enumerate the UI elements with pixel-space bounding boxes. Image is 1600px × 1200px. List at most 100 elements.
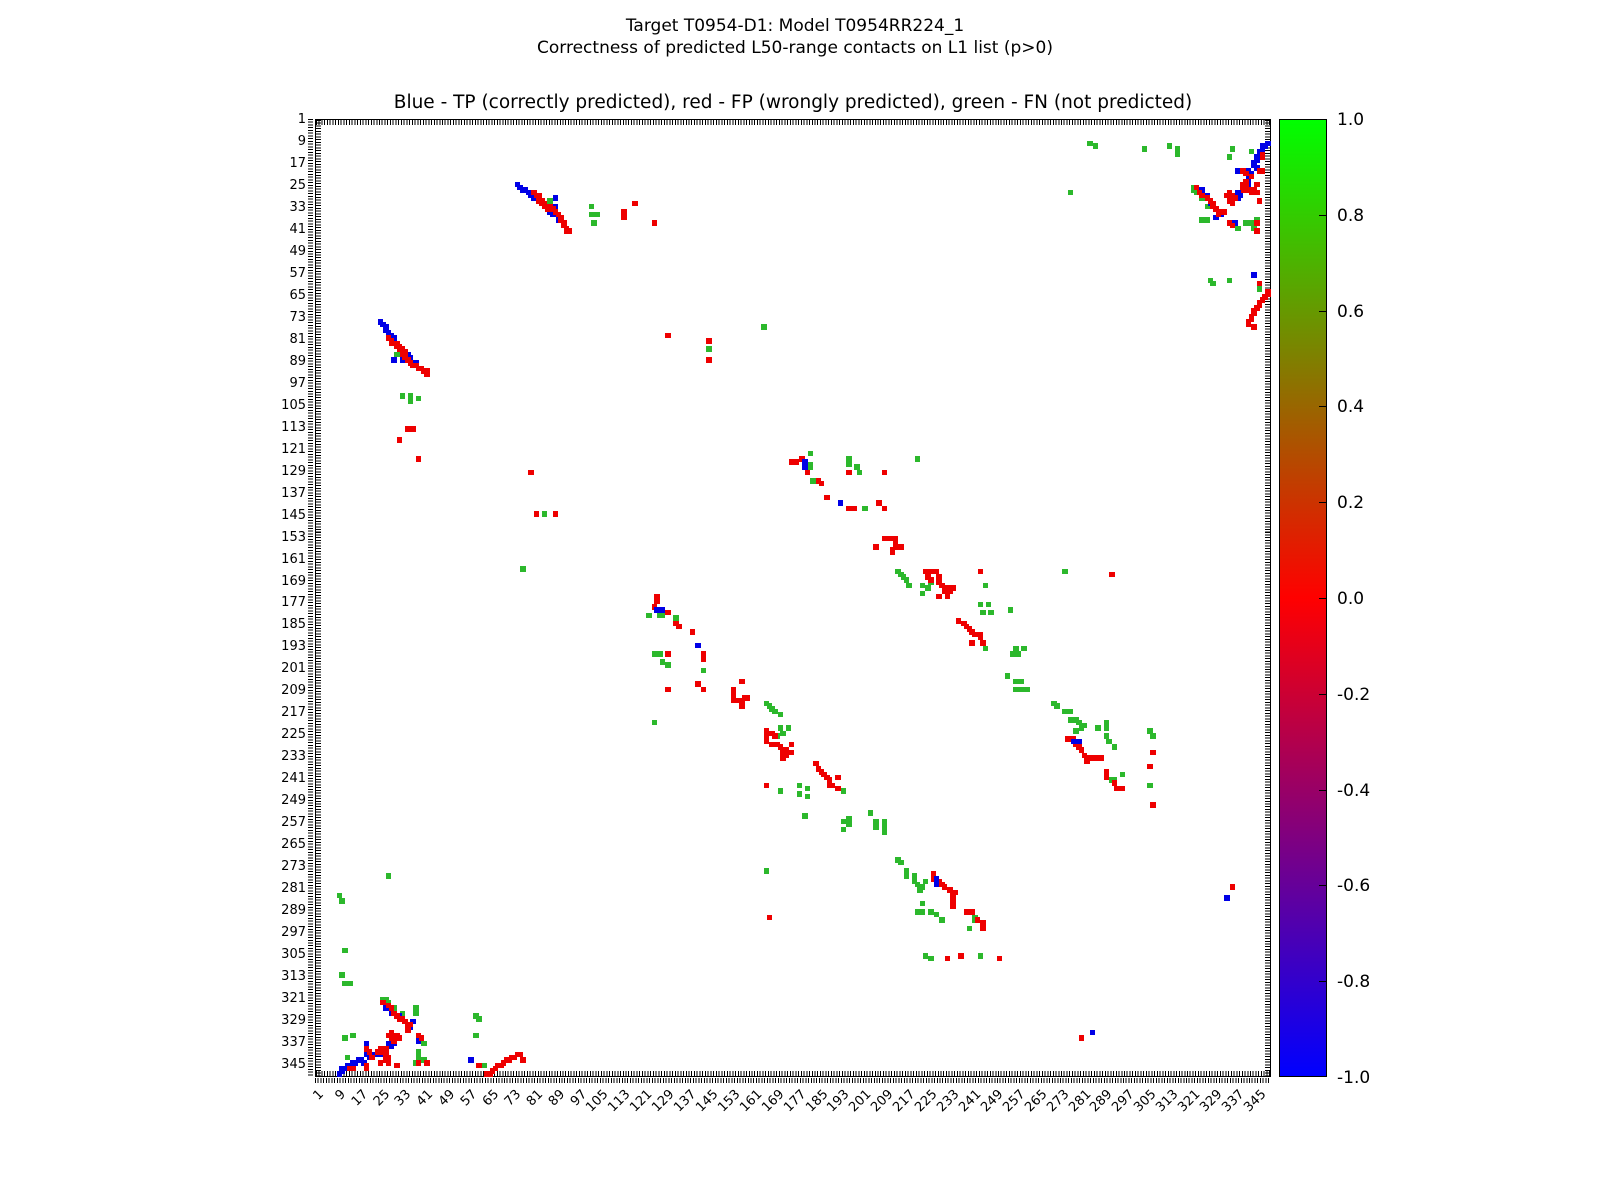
contact-point [418,1035,425,1041]
contact-point [506,1057,512,1063]
y-tick-label: 1 [297,112,306,128]
contact-point [955,618,962,624]
contact-point [1073,728,1079,734]
contact-point [665,609,671,616]
contact-point [1098,755,1104,761]
contact-point [520,566,526,572]
y-tick-label: 145 [281,507,306,523]
contact-point [1010,651,1016,657]
contact-point [810,478,816,484]
contact-point [1018,686,1025,693]
contact-point [766,914,773,921]
contact-point [700,651,707,657]
contact-point [1150,733,1156,739]
contact-point [1095,725,1101,731]
contact-point [1229,146,1236,152]
contact-point [881,824,888,830]
contact-point [730,686,737,693]
contact-point [1065,736,1071,742]
contact-point [1103,725,1110,731]
contact-point [536,192,542,199]
y-tick-label: 233 [281,749,306,765]
contact-point [777,788,784,794]
figure-title-line1: Target T0954-D1: Model T0954RR224_1 [625,16,965,36]
contact-point [1013,678,1019,685]
contact-point [840,818,847,825]
contact-point [1204,217,1211,223]
contact-point [1232,220,1238,226]
contact-point [363,1065,370,1072]
contact-point [919,900,926,907]
contact-point [424,371,430,377]
y-tick-label: 297 [281,924,306,940]
contact-point [476,1016,482,1022]
contact-point [415,1060,422,1066]
contact-point [898,859,904,866]
contact-point [1147,763,1153,770]
contact-point [796,782,803,789]
contact-point [802,464,808,470]
contact-point [846,461,852,468]
contact-point [706,357,712,363]
contact-point [1147,782,1153,789]
y-tick-label: 73 [289,310,306,325]
contact-point [1150,749,1156,756]
contact-point [520,1057,526,1063]
contact-point [980,640,986,646]
contact-point [566,228,573,234]
contact-point [657,651,663,657]
contact-point [528,469,534,476]
contact-point [391,357,397,363]
contact-point [963,909,970,915]
contact-point [873,818,879,825]
contact-point [982,645,989,652]
contact-point [396,1035,403,1041]
contact-point [1243,220,1249,226]
colorbar-tick [1319,310,1326,312]
y-tick-label: 329 [281,1012,306,1028]
contact-point [744,695,751,701]
contact-point [468,1057,474,1063]
y-tick-label: 49 [289,244,306,260]
contact-point [1067,708,1074,715]
contact-point [939,582,945,589]
contact-point [391,1038,397,1044]
contact-point [763,728,770,734]
contact-point [851,505,857,512]
contact-point [415,395,422,402]
colorbar-tick-label: 0.4 [1337,397,1365,418]
contact-point [415,1049,422,1055]
contact-point [1224,192,1230,199]
contact-point [1092,143,1099,149]
y-tick-label: 345 [281,1056,306,1072]
contact-point [903,577,910,583]
contact-point [777,711,784,718]
contact-point [788,741,794,748]
contact-point [783,752,789,759]
contact-point [363,1040,370,1047]
contact-point [804,785,811,792]
contact-point [651,719,658,726]
contact-point [1229,884,1236,890]
contact-point [1089,1029,1096,1036]
contact-map-points [316,120,1271,1077]
contact-point [415,1054,422,1061]
contact-point [966,925,973,932]
contact-point [492,1065,499,1072]
x-tick-label: 81 [523,1087,547,1110]
contact-point [385,873,392,879]
contact-point [336,1071,343,1077]
contact-point [547,198,553,204]
contact-point [763,868,770,874]
contact-point [972,631,978,638]
colorbar-tick [1319,789,1326,791]
contact-point [881,505,888,512]
contact-point [415,1038,422,1044]
contact-point [835,774,841,781]
contact-point [892,535,899,542]
contact-point [1199,192,1205,199]
contact-point [933,881,940,888]
contact-point [777,744,784,750]
contact-point [344,1054,351,1061]
contact-point [1248,220,1255,226]
